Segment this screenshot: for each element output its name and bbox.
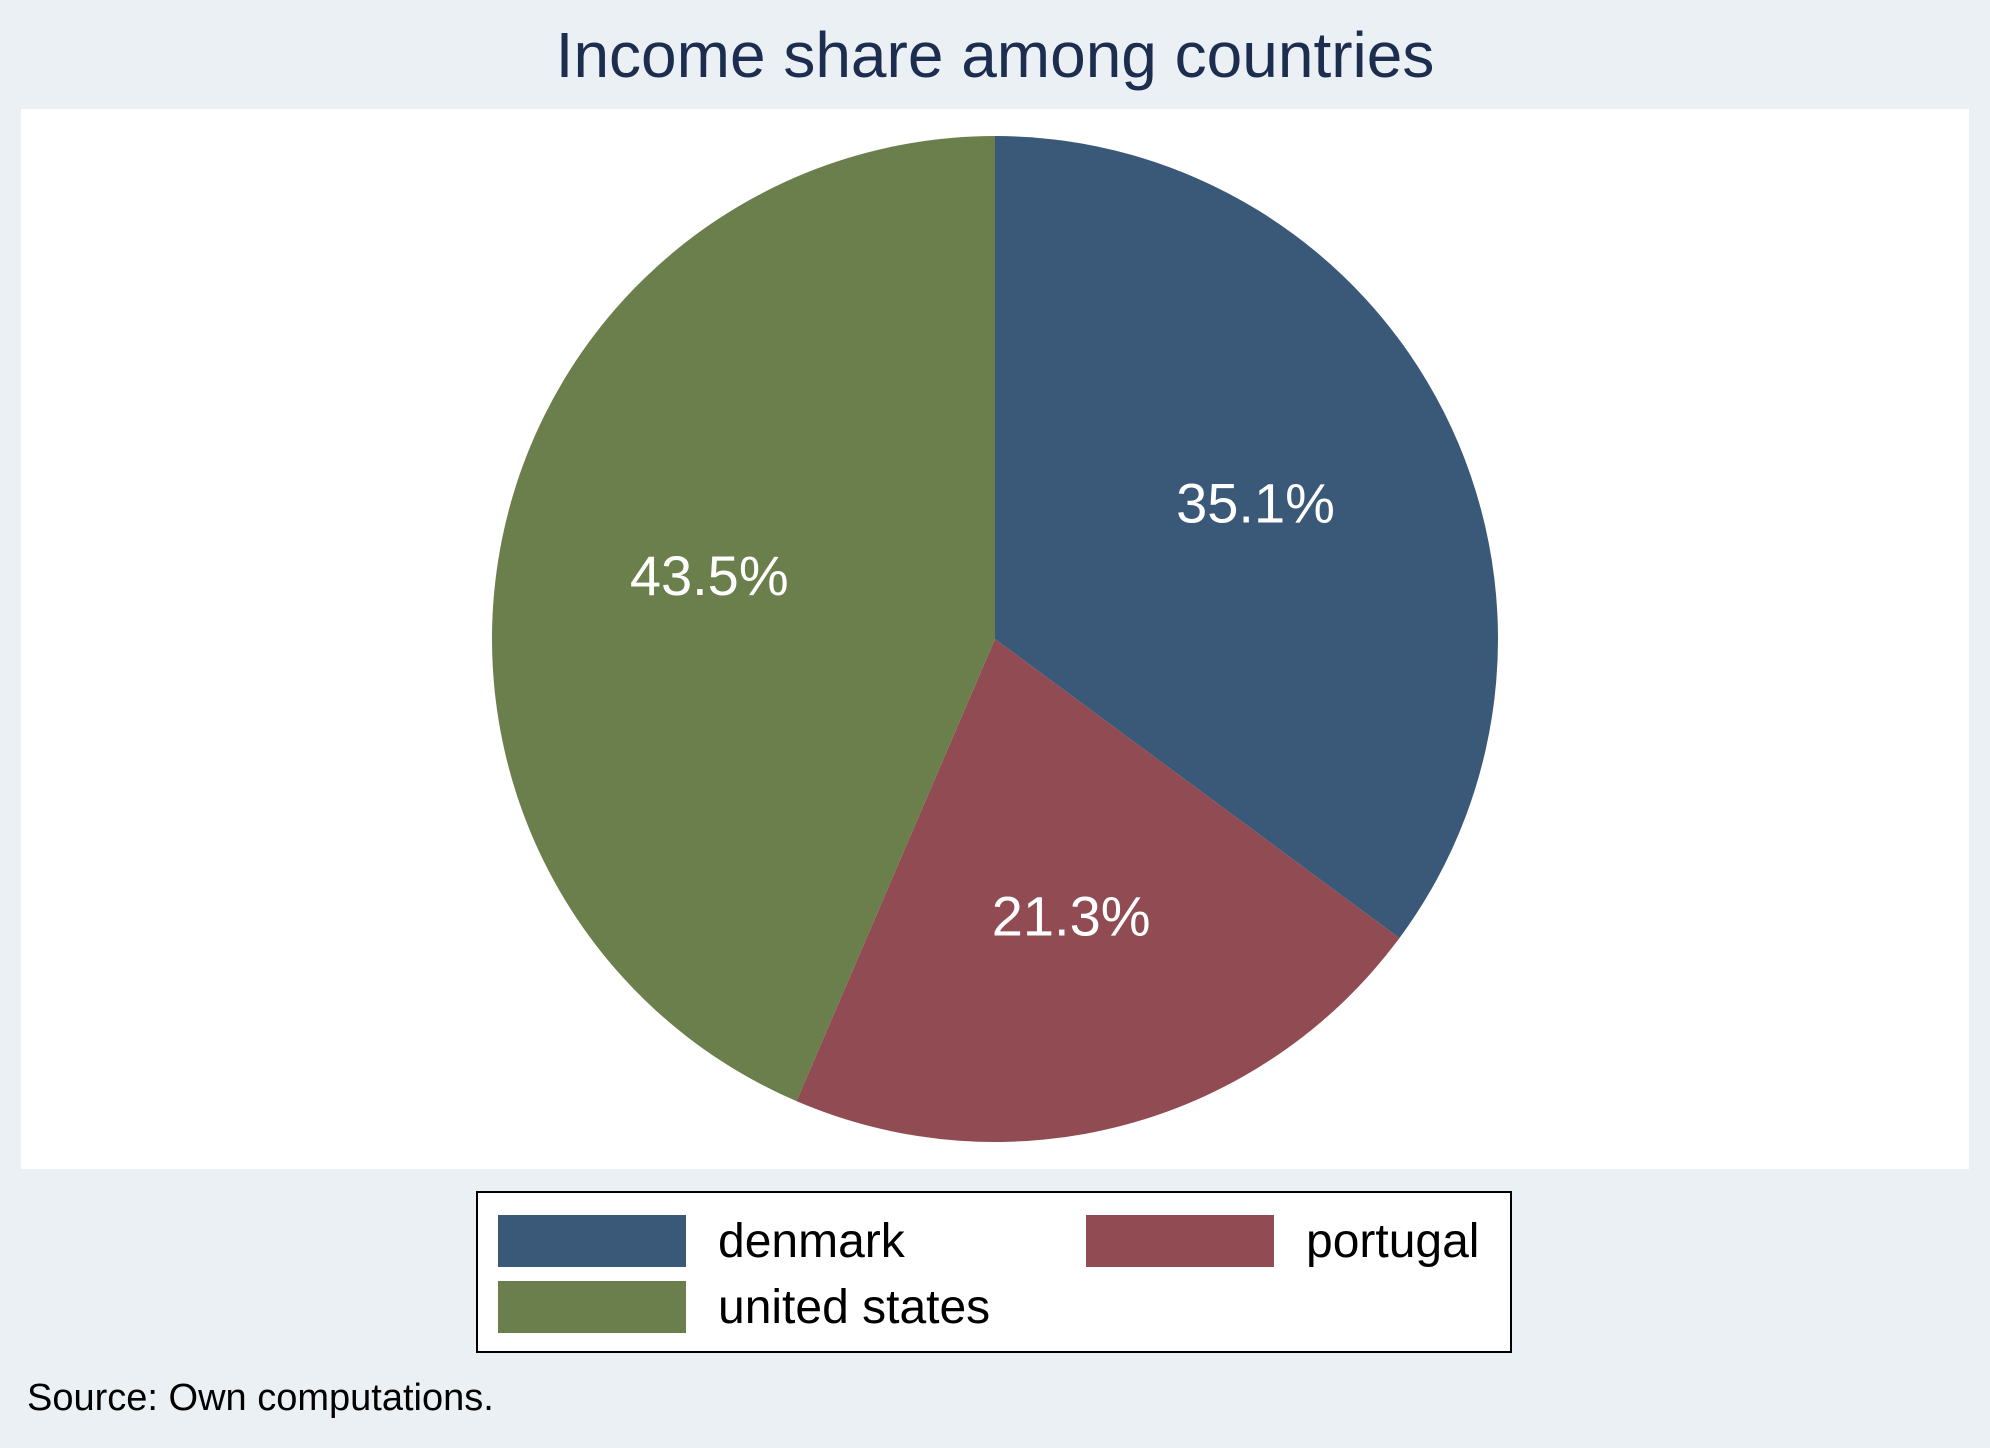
legend: denmark portugal united states <box>476 1191 1512 1353</box>
legend-swatch-denmark <box>498 1215 686 1267</box>
pie-slice-united-states <box>491 136 995 1102</box>
legend-swatch-portugal <box>1086 1215 1274 1267</box>
slice-label-denmark: 35.1% <box>1176 471 1335 534</box>
legend-label-denmark: denmark <box>718 1214 905 1268</box>
pie-chart: 35.1% 21.3% 43.5% <box>491 136 1498 1142</box>
legend-label-united-states: united states <box>718 1280 991 1334</box>
pie-slice-portugal <box>796 639 1400 1142</box>
legend-swatch-united-states <box>498 1281 686 1333</box>
legend-item-portugal: portugal <box>1086 1214 1480 1268</box>
legend-label-portugal: portugal <box>1306 1214 1480 1268</box>
slice-label-portugal: 21.3% <box>992 884 1151 947</box>
legend-item-united-states: united states <box>498 1280 991 1334</box>
slice-label-united-states: 43.5% <box>630 544 789 607</box>
source-note: Source: Own computations. <box>27 1377 494 1419</box>
plot-area: 35.1% 21.3% 43.5% <box>21 109 1969 1169</box>
chart-title: Income share among countries <box>555 19 1435 91</box>
pie-slice-denmark <box>995 136 1498 939</box>
legend-item-denmark: denmark <box>498 1214 905 1268</box>
